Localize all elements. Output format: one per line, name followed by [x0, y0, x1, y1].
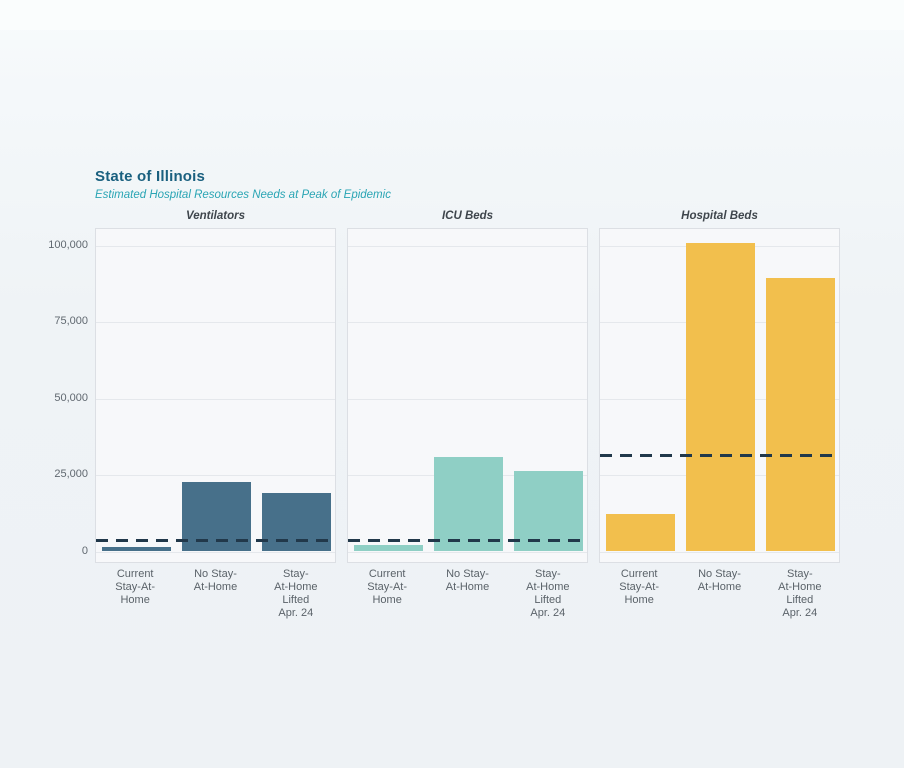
x-label-scenario-1: Current Stay-At- Home — [115, 568, 156, 606]
bar-hospital-beds-scenario-1 — [605, 514, 675, 552]
bar-ventilators-scenario-1 — [101, 546, 171, 552]
x-label-scenario-2: No Stay- At-Home — [697, 568, 742, 593]
panels-container — [95, 228, 840, 563]
bar-hospital-beds-scenario-3 — [766, 278, 836, 552]
bar-hospital-beds-scenario-2 — [686, 243, 755, 552]
top-strip — [0, 0, 904, 30]
gridline — [96, 551, 335, 553]
chart-title: State of Illinois — [95, 168, 206, 185]
y-tick-label: 75,000 — [54, 315, 88, 327]
capacity-dashed-line — [348, 538, 587, 542]
bar-icu-beds-scenario-2 — [434, 457, 503, 552]
gridline — [348, 551, 587, 553]
gridline — [348, 322, 587, 323]
y-tick-label: 50,000 — [54, 391, 88, 404]
x-label-scenario-2: No Stay- At-Home — [193, 568, 238, 593]
panel-hospital-beds — [599, 228, 840, 563]
capacity-dashed-line — [96, 538, 335, 542]
y-tick-label: 25,000 — [54, 468, 88, 480]
x-label-scenario-2: No Stay- At-Home — [445, 568, 490, 593]
gridline — [348, 245, 587, 247]
panel-ventilators — [95, 228, 336, 563]
bar-ventilators-scenario-3 — [262, 492, 332, 552]
chart-subtitle: Estimated Hospital Resources Needs at Pe… — [95, 189, 391, 201]
y-tick-label: 0 — [81, 544, 88, 557]
y-tick-label: 100,000 — [48, 238, 88, 251]
facet-title-icu-beds: ICU Beds — [441, 210, 494, 222]
gridline — [600, 551, 839, 553]
bar-icu-beds-scenario-1 — [353, 545, 423, 552]
x-label-scenario-3: Stay- At-Home Lifted Apr. 24 — [274, 568, 318, 619]
gridline — [348, 398, 587, 400]
panel-icu-beds — [347, 228, 588, 563]
facet-title-ventilators: Ventilators — [185, 210, 245, 222]
gridline — [96, 398, 335, 400]
facet-title-hospital-beds: Hospital Beds — [681, 210, 758, 222]
bar-icu-beds-scenario-3 — [514, 470, 584, 552]
x-label-scenario-3: Stay- At-Home Lifted Apr. 24 — [778, 568, 822, 619]
gridline — [96, 475, 335, 476]
x-label-scenario-3: Stay- At-Home Lifted Apr. 24 — [526, 568, 570, 619]
gridline — [96, 322, 335, 323]
x-label-scenario-1: Current Stay-At- Home — [619, 568, 660, 606]
gridline — [96, 245, 335, 247]
capacity-dashed-line — [600, 454, 839, 458]
x-label-scenario-1: Current Stay-At- Home — [367, 568, 408, 606]
